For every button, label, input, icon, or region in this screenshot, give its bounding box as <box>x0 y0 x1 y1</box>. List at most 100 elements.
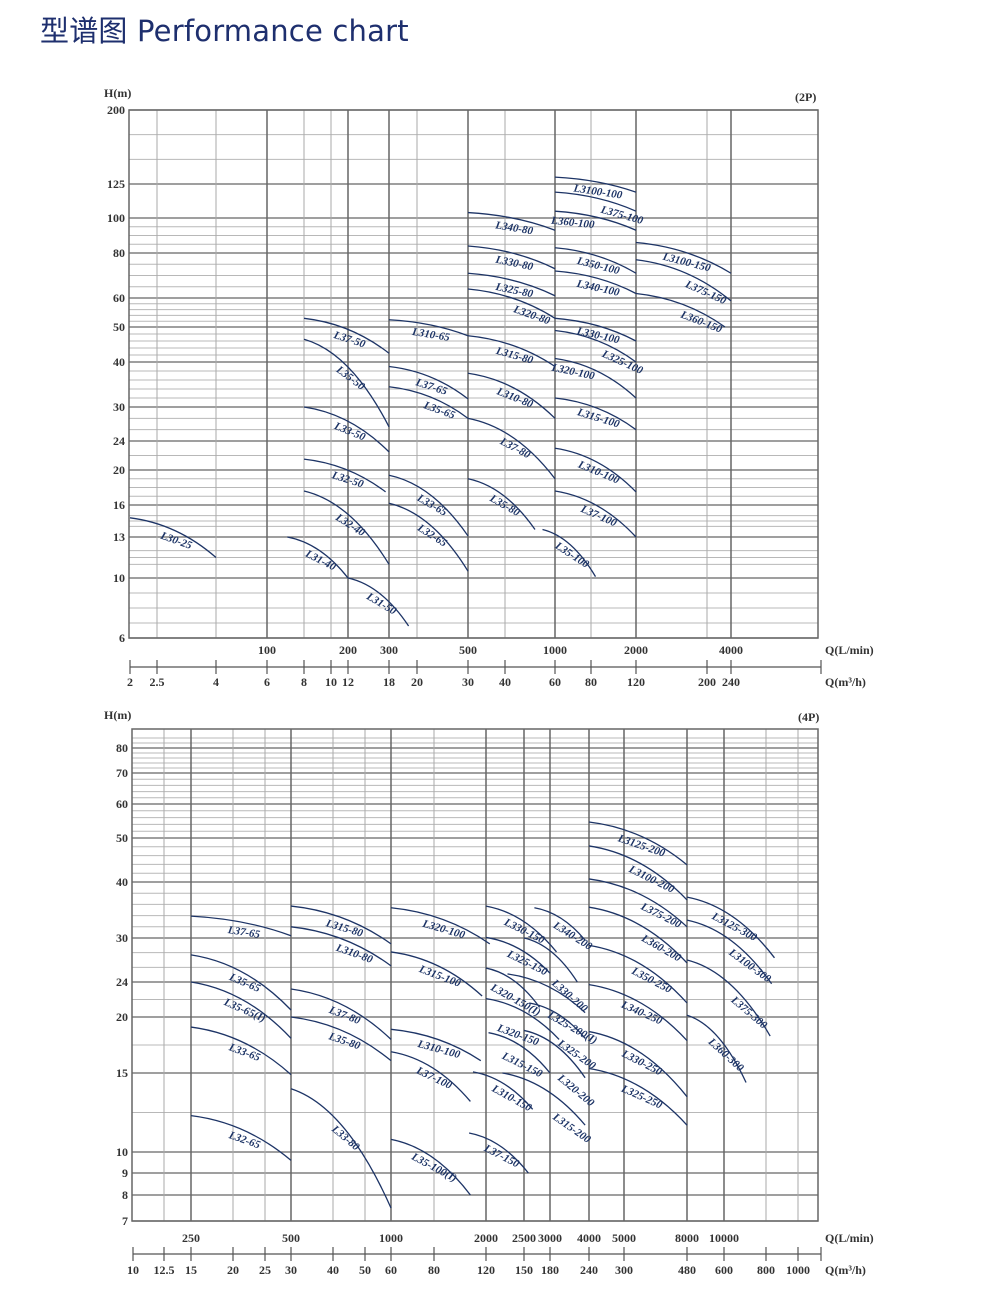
curve-L325-250 <box>588 1067 688 1126</box>
curve-L320-150(I) <box>485 967 541 1008</box>
y-tick-label: 24 <box>113 434 125 448</box>
curve-L330-80 <box>467 245 556 270</box>
curve-L325-150 <box>485 936 551 974</box>
x-tick-label-m3h: 6 <box>264 675 270 689</box>
x-tick-label-m3h: 15 <box>185 1263 197 1277</box>
curve-label: L325-200(I) <box>545 1009 600 1047</box>
curve-L3125-300 <box>686 896 775 959</box>
y-tick-label: 20 <box>113 463 125 477</box>
curve-label: L350-250 <box>629 965 674 996</box>
curve-label: L35-100 <box>552 539 592 571</box>
curve-label: L37-65 <box>226 924 261 941</box>
x-tick-label-m3h: 80 <box>585 675 597 689</box>
x-tick-label-lmin: 2000 <box>624 643 648 657</box>
x-tick-label-m3h: 30 <box>462 675 474 689</box>
x-tick-label-lmin: 10000 <box>709 1231 739 1245</box>
curve-L320-100 <box>390 907 491 945</box>
curve-L31-40 <box>287 536 349 579</box>
curve-L350-250 <box>588 944 688 1004</box>
curve-L310-100 <box>554 447 637 493</box>
curve-L340-250 <box>588 983 688 1041</box>
curve-L330-150 <box>485 905 558 953</box>
curve-L37-80 <box>290 988 392 1040</box>
x-tick-label-m3h: 20 <box>411 675 423 689</box>
curve-L310-100 <box>390 1028 482 1062</box>
x-axis-label-m3h: Q(m³/h) <box>825 675 866 689</box>
curve-L340-200 <box>534 907 586 941</box>
x-tick-label-m3h: 240 <box>722 675 740 689</box>
x-tick-label-m3h: 8 <box>301 675 307 689</box>
y-tick-label: 15 <box>116 1066 128 1080</box>
curve-L35-65 <box>190 954 292 1011</box>
curve-label: L310-80 <box>334 942 375 967</box>
plot-frame <box>128 109 819 639</box>
curve-L315-80 <box>290 905 392 945</box>
curve-L340-80 <box>467 211 556 231</box>
curve-L37-150 <box>468 1132 529 1174</box>
x-tick-label-lmin: 2000 <box>474 1231 498 1245</box>
curve-label: L315-100 <box>575 406 621 431</box>
curve-L330-100 <box>554 317 637 342</box>
curve-L375-100 <box>554 191 637 212</box>
plot-frame <box>131 728 819 1222</box>
y-tick-label: 16 <box>113 498 125 512</box>
curve-L3125-200 <box>588 821 688 866</box>
curve-label: L320-200 <box>555 1072 597 1110</box>
curve-L310-65 <box>388 319 469 337</box>
curve-L35-50 <box>303 338 390 428</box>
curve-L315-100 <box>390 951 483 997</box>
y-tick-label: 200 <box>107 103 125 117</box>
curve-L37-80 <box>467 417 556 480</box>
curve-L310-80 <box>290 926 392 967</box>
y-tick-label: 80 <box>113 246 125 260</box>
x-tick-label-m3h: 80 <box>428 1263 440 1277</box>
y-tick-label: 10 <box>113 571 125 585</box>
y-tick-label: 125 <box>107 177 125 191</box>
curve-label: L330-250 <box>619 1047 664 1078</box>
curve-L320-200 <box>523 1029 586 1079</box>
curve-label: L37-50 <box>331 329 367 351</box>
x-tick-label-lmin: 5000 <box>612 1231 636 1245</box>
y-tick-label: 40 <box>113 355 125 369</box>
curve-L310-150 <box>472 1071 534 1110</box>
curve-L325-80 <box>467 272 556 297</box>
curve-label: L320-80 <box>511 303 552 327</box>
curve-label: L340-100 <box>575 278 621 299</box>
curve-label: L37-65 <box>413 376 449 398</box>
curve-label: L37-80 <box>326 1004 362 1028</box>
x-tick-label-m3h: 30 <box>285 1263 297 1277</box>
x-tick-label-lmin: 4000 <box>577 1231 601 1245</box>
curve-L325-200 <box>529 1002 586 1039</box>
x-tick-label-m3h: 40 <box>327 1263 339 1277</box>
x-tick-label-lmin: 1000 <box>379 1231 403 1245</box>
curve-L315-100 <box>554 397 637 431</box>
x-axis-label-m3h: Q(m³/h) <box>825 1263 866 1277</box>
curve-label: L32-65 <box>226 1129 262 1152</box>
curve-label: L30-25 <box>158 529 194 552</box>
curve-label: L315-150 <box>499 1050 545 1081</box>
curve-L37-65 <box>388 365 469 400</box>
curve-L340-100 <box>554 270 637 295</box>
x-axis-label-lmin: Q(L/min) <box>825 643 874 657</box>
x-tick-label-m3h: 200 <box>698 675 716 689</box>
curve-L35-65 <box>388 386 469 419</box>
curve-L35-100(I) <box>390 1138 471 1196</box>
chart-1: 7 8 9 10 15 20 24 30 40 50 60 70 80 H(m) (4P) 250 500 100… <box>104 708 874 1277</box>
curve-L330-250 <box>588 1030 688 1098</box>
curve-L35-80 <box>290 1016 392 1062</box>
curve-label: L310-100 <box>415 1038 461 1061</box>
x-tick-label-m3h: 10 <box>127 1263 139 1277</box>
curve-label: L360-100 <box>550 215 596 232</box>
curve-L32-65 <box>190 1115 292 1161</box>
curve-label: L35-65 <box>227 971 263 995</box>
y-tick-label: 40 <box>116 875 128 889</box>
curve-L35-65(I) <box>190 981 292 1039</box>
curve-L350-100 <box>554 247 637 274</box>
y-tick-label: 30 <box>113 400 125 414</box>
x-tick-label-m3h: 50 <box>359 1263 371 1277</box>
x-tick-label-lmin: 200 <box>339 643 357 657</box>
y-tick-label: 20 <box>116 1010 128 1024</box>
curve-L315-200 <box>502 1072 586 1126</box>
x-tick-label-m3h: 4 <box>213 675 219 689</box>
x-tick-label-lmin: 300 <box>380 643 398 657</box>
